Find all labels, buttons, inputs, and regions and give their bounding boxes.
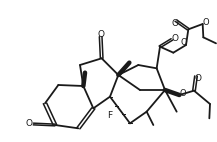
Text: O: O bbox=[26, 120, 33, 129]
Text: O: O bbox=[194, 74, 201, 83]
Text: O: O bbox=[97, 30, 104, 39]
Text: F: F bbox=[107, 111, 113, 121]
Text: O: O bbox=[181, 38, 187, 47]
Text: O: O bbox=[179, 89, 186, 98]
Text: O: O bbox=[171, 34, 179, 43]
Text: O: O bbox=[171, 19, 178, 28]
Text: O: O bbox=[203, 18, 209, 27]
